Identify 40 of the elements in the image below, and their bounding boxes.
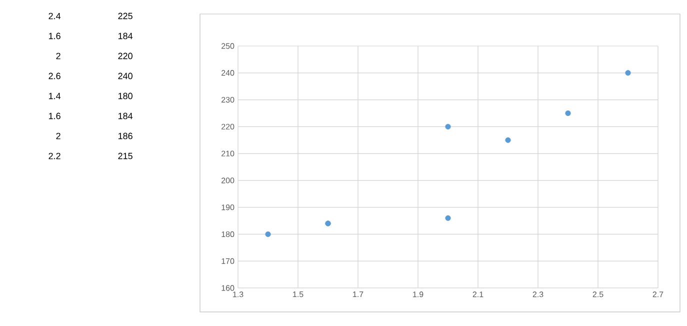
text: 186 xyxy=(118,132,132,140)
x-tick-label: 2.1 xyxy=(472,292,484,298)
y-tick-label: 200 xyxy=(222,178,234,184)
text: 184 xyxy=(118,112,133,120)
point xyxy=(445,215,451,221)
text: 220 xyxy=(118,52,132,60)
y-tick-label: 230 xyxy=(222,96,234,103)
text: 2 xyxy=(56,132,60,140)
point xyxy=(625,70,631,76)
text: 1.4 xyxy=(48,92,61,100)
x-tick-label: 1.7 xyxy=(353,292,364,298)
y-tick-label: 250 xyxy=(222,43,234,49)
text: 184 xyxy=(118,32,133,40)
text: 2.2 xyxy=(48,152,60,160)
text: 2.6 xyxy=(48,72,60,80)
point xyxy=(265,231,271,238)
text: 225 xyxy=(118,12,132,20)
y-tick-label: 210 xyxy=(222,150,234,156)
point xyxy=(565,110,571,116)
text: 1.6 xyxy=(48,32,60,40)
y-tick-label: 240 xyxy=(222,70,234,76)
point xyxy=(445,124,451,130)
text: 215 xyxy=(118,152,132,160)
text: 180 xyxy=(118,92,132,100)
y-tick-label: 190 xyxy=(222,204,234,210)
x-tick-label: 1.9 xyxy=(413,292,424,298)
point xyxy=(505,137,511,143)
x-tick-label: 2.5 xyxy=(592,292,604,298)
x-tick-label: 2.3 xyxy=(532,292,544,298)
x-tick-label: 2.7 xyxy=(652,292,664,298)
x-tick-label: 1.5 xyxy=(293,292,304,298)
y-tick-label: 220 xyxy=(222,124,234,130)
text: 2 xyxy=(56,52,60,60)
text: 1.6 xyxy=(48,112,60,120)
text: 240 xyxy=(118,72,132,80)
text: 2.4 xyxy=(48,12,61,20)
y-tick-label: 180 xyxy=(222,231,234,238)
x-tick-label: 1.3 xyxy=(233,292,244,298)
y-tick-label: 160 xyxy=(222,285,234,291)
y-tick-label: 170 xyxy=(222,258,234,264)
